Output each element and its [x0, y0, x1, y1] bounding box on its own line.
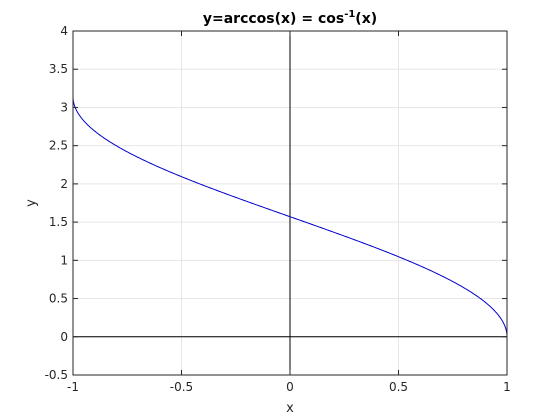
arccos-series-line: [72, 96, 508, 337]
chart-title-main: y=arccos(x) = cos: [203, 11, 344, 27]
chart-title-suffix: (x): [355, 11, 377, 27]
reference-lines: [73, 31, 507, 375]
y-axis-label: y: [24, 199, 39, 207]
x-tick-label: 1: [503, 380, 511, 394]
chart-title-sup: -1: [344, 9, 355, 20]
y-tick-label: 2.5: [49, 139, 68, 153]
chart-title: y=arccos(x) = cos-1(x): [203, 9, 377, 27]
x-tick-label: -0.5: [170, 380, 193, 394]
y-tick-label: 0.5: [49, 292, 68, 306]
y-tick-label: 4: [60, 24, 68, 38]
y-tick-label: 3.5: [49, 62, 68, 76]
y-tick-label: 0: [60, 330, 68, 344]
y-tick-label: 2: [60, 177, 68, 191]
ticks: [72, 30, 508, 376]
series: [72, 96, 508, 337]
x-tick-label: 0.5: [389, 380, 408, 394]
y-tick-label: -0.5: [45, 368, 68, 382]
x-tick-label: -1: [67, 380, 79, 394]
y-tick-label: 3: [60, 100, 68, 114]
tick-labels: -1 -0.5 0 0.5 1-0.500.511.522.533.54: [45, 24, 511, 394]
y-tick-label: 1: [60, 253, 68, 267]
x-axis-label: x: [286, 401, 294, 416]
x-tick-label: 0: [286, 380, 294, 394]
y-tick-label: 1.5: [49, 215, 68, 229]
